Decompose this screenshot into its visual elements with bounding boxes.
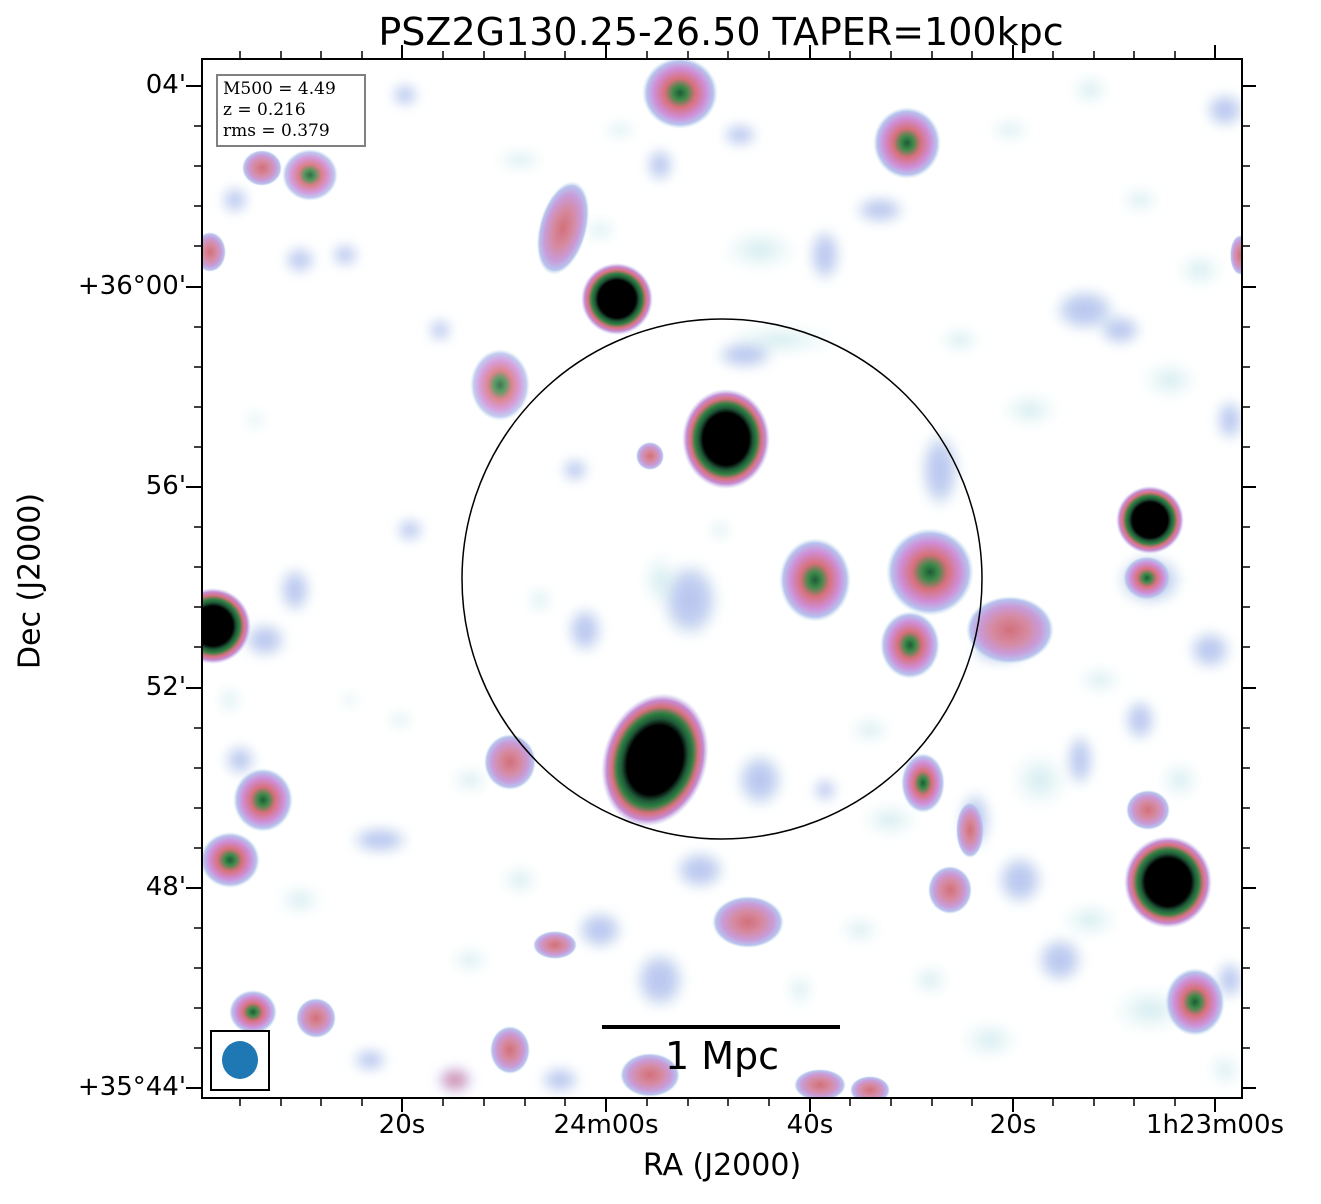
- plot-frame: [201, 58, 1243, 1099]
- y-tick-label: +35°44': [77, 1072, 186, 1102]
- info-rms: rms = 0.379: [223, 121, 330, 141]
- y-tick-label: 52': [145, 672, 186, 702]
- info-box: M500 = 4.49 z = 0.216 rms = 0.379: [216, 74, 366, 147]
- x-tick-label: 40s: [786, 1110, 834, 1140]
- y-tick-label: 48': [145, 872, 186, 902]
- scale-bar-label: 1 Mpc: [664, 1034, 780, 1078]
- x-axis-label: RA (J2000): [642, 1148, 802, 1183]
- y-tick-label: +36°00': [77, 271, 186, 301]
- x-axis-minor-ticks: [239, 51, 1176, 1106]
- beam-indicator: [210, 1030, 270, 1091]
- x-axis-ticks: [401, 45, 1216, 1112]
- info-redshift: z = 0.216: [223, 100, 306, 120]
- plot-background: [202, 59, 1242, 1098]
- y-axis-minor-ticks: [194, 125, 1250, 1049]
- x-tick-label: 20s: [378, 1110, 426, 1140]
- emission-layer: [202, 59, 1242, 1098]
- r500-circle: [461, 318, 983, 840]
- x-tick-label: 24m00s: [553, 1110, 659, 1140]
- y-axis-ticks: [186, 85, 1256, 1089]
- beam-ellipse: [222, 1041, 258, 1079]
- x-tick-label: 20s: [989, 1110, 1037, 1140]
- info-mass: M500 = 4.49: [223, 79, 336, 99]
- y-tick-label: 56': [145, 471, 186, 501]
- y-tick-label: 04': [145, 70, 186, 100]
- y-axis-label: Dec (J2000): [12, 492, 48, 670]
- x-tick-label: 1h23m00s: [1145, 1110, 1285, 1140]
- plot-title: PSZ2G130.25-26.50 TAPER=100kpc: [378, 10, 1064, 54]
